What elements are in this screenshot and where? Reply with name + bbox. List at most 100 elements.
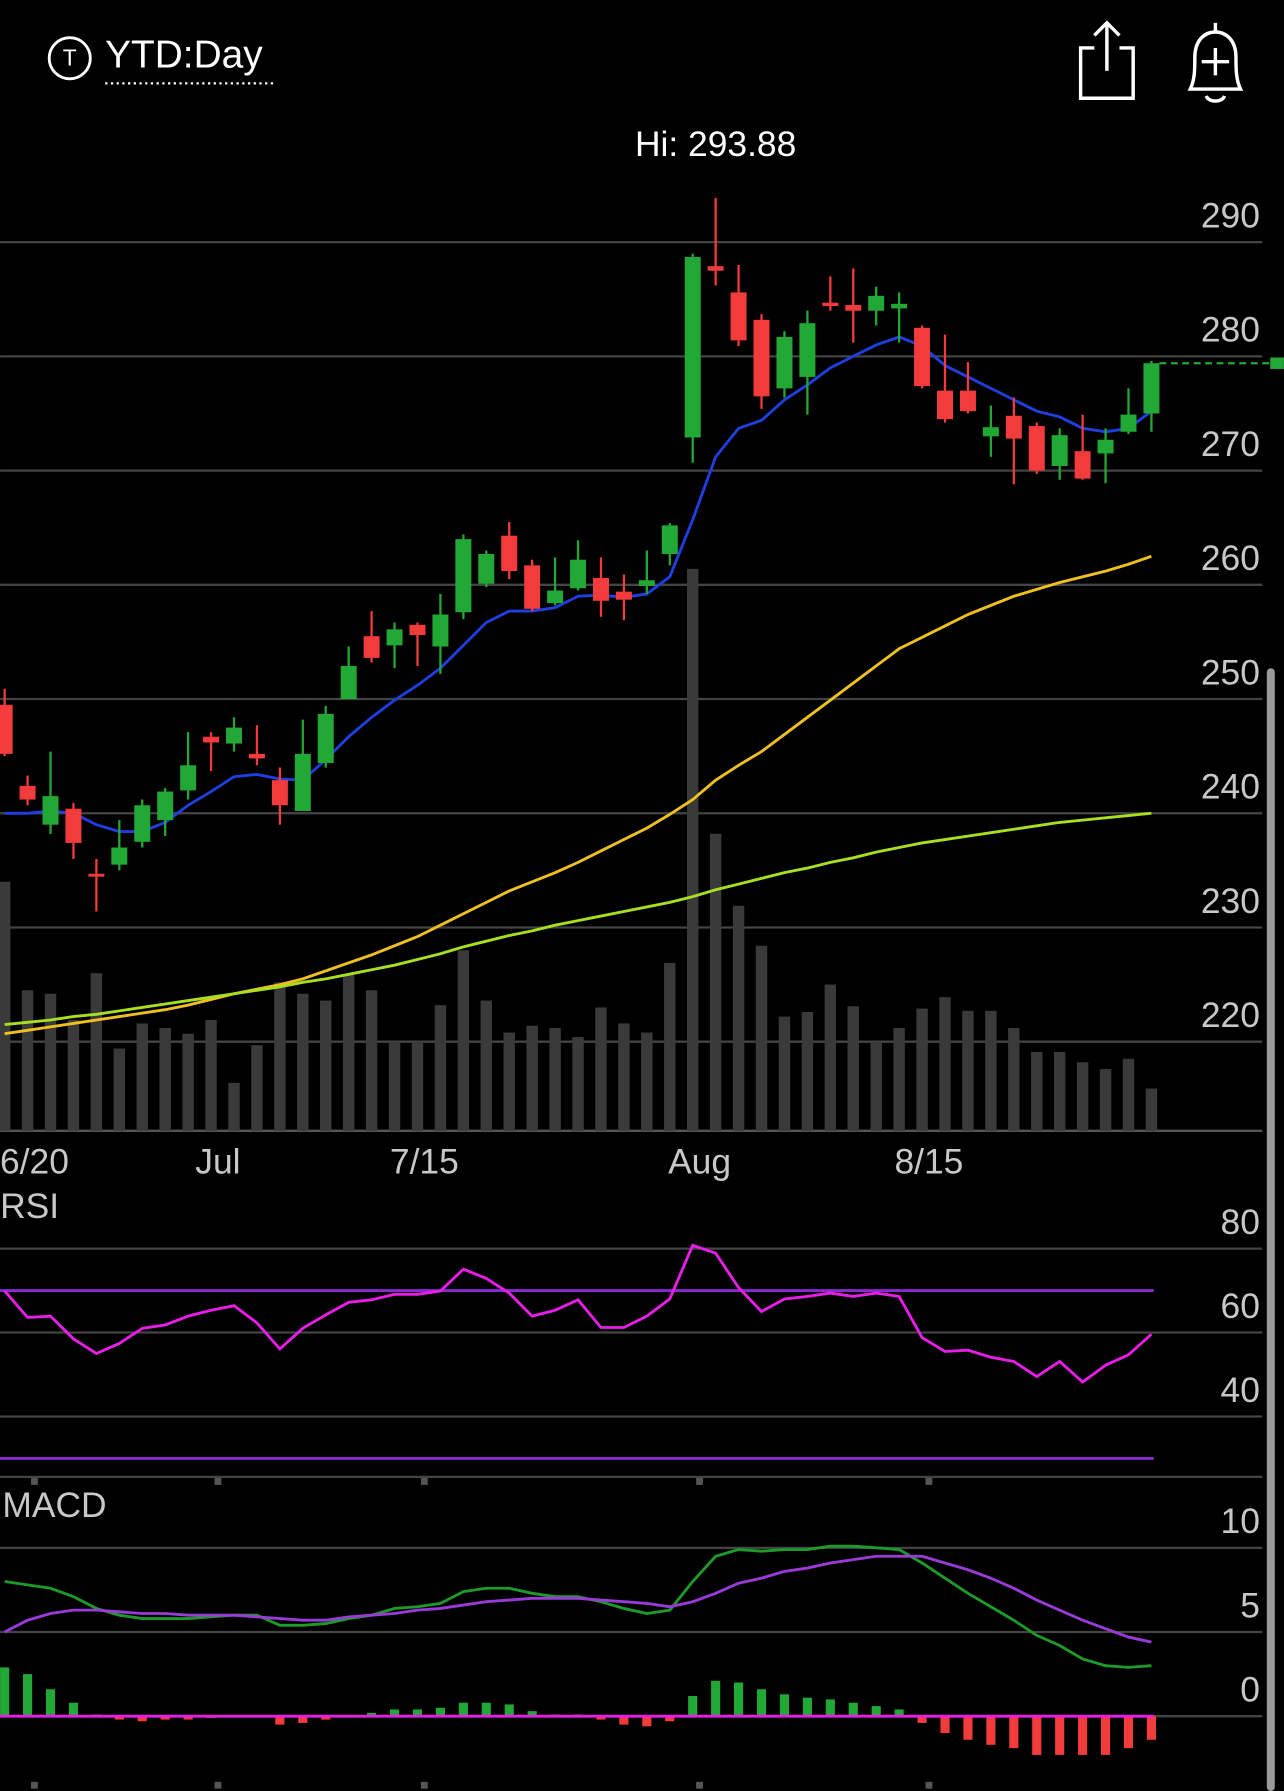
- candle-body: [524, 565, 541, 609]
- histogram-bar: [1032, 1716, 1042, 1755]
- volume-bar: [228, 1082, 240, 1131]
- bell: [1187, 30, 1244, 91]
- histogram-bar: [986, 1716, 996, 1745]
- candle-body: [88, 873, 105, 877]
- y-tick-label: 290: [1201, 196, 1260, 236]
- candle-body: [134, 805, 151, 842]
- candle-body: [776, 336, 793, 389]
- y-tick-label: 220: [1201, 995, 1260, 1035]
- scrollbar[interactable]: [1266, 668, 1275, 1791]
- candle-body: [386, 629, 403, 646]
- histogram-bar: [619, 1716, 629, 1725]
- x-tick: [696, 1478, 703, 1485]
- candle-body: [340, 665, 357, 700]
- candle-body: [432, 614, 449, 647]
- volume-bar: [274, 982, 286, 1131]
- histogram-bar: [389, 1709, 400, 1717]
- histogram-bar: [321, 1716, 331, 1720]
- panel-title: RSI: [0, 1186, 59, 1226]
- volume-bar: [113, 1048, 126, 1131]
- indicator-line: [4, 1544, 1152, 1669]
- panel-title: MACD: [2, 1485, 106, 1525]
- moving-average: [4, 811, 1152, 1026]
- histogram-bar: [0, 1667, 10, 1717]
- candle-body: [845, 304, 862, 311]
- histogram-bar: [412, 1709, 423, 1717]
- histogram-bar: [23, 1674, 33, 1717]
- histogram-bar: [1146, 1716, 1156, 1740]
- y-tick-label: 240: [1201, 767, 1260, 807]
- period-title[interactable]: YTD:Day: [105, 33, 263, 76]
- x-tick-label: 6/20: [0, 1141, 69, 1181]
- histogram-bar: [160, 1716, 170, 1720]
- candle-body: [226, 727, 242, 744]
- volume-bar: [824, 984, 837, 1131]
- volume-bar: [687, 568, 699, 1131]
- x-tick-label: Jul: [195, 1141, 240, 1181]
- histogram-bar: [711, 1680, 721, 1717]
- badge-circle: [47, 36, 92, 81]
- x-tick: [696, 1781, 703, 1789]
- candle-body: [592, 577, 609, 601]
- x-tick: [420, 1478, 428, 1485]
- candle-body: [363, 636, 380, 658]
- histogram-bar: [665, 1716, 675, 1722]
- y-tick-label: 230: [1201, 881, 1260, 921]
- histogram-bar: [756, 1689, 767, 1717]
- x-tick: [31, 1781, 38, 1789]
- volume-bar: [939, 997, 951, 1131]
- candle-body: [822, 302, 839, 307]
- y-tick-label: 260: [1201, 538, 1260, 578]
- volume-bar: [1145, 1088, 1158, 1131]
- last-price-marker: [1270, 357, 1284, 369]
- histogram-bar: [1055, 1716, 1065, 1755]
- volume-bar: [1031, 1051, 1043, 1131]
- histogram-bar: [802, 1697, 812, 1717]
- volume-bar: [549, 1027, 561, 1131]
- candle-body: [868, 295, 885, 311]
- volume-bar: [778, 1016, 791, 1131]
- candle-body: [157, 791, 174, 821]
- histogram-bar: [137, 1716, 147, 1722]
- volume-bar: [664, 962, 676, 1131]
- candle-body: [684, 256, 701, 438]
- volume-bar: [572, 1037, 584, 1131]
- y-tick-label: 270: [1201, 424, 1260, 464]
- moving-average: [4, 554, 1152, 1036]
- volume-bar: [755, 945, 768, 1131]
- candle-body: [248, 753, 265, 759]
- candle-body: [799, 323, 816, 377]
- candle-body: [730, 292, 747, 341]
- candle-body: [615, 591, 632, 600]
- volume-bar: [136, 1023, 148, 1131]
- candle-body: [501, 535, 518, 572]
- candle-body: [707, 266, 724, 271]
- x-tick: [420, 1781, 428, 1789]
- histogram-bar: [848, 1702, 858, 1717]
- volume-bar: [320, 1000, 332, 1131]
- y-tick-label: 60: [1221, 1286, 1260, 1326]
- high-annotation: Hi: 293.88: [635, 124, 796, 164]
- candle-body: [65, 808, 82, 843]
- histogram-bar: [779, 1694, 790, 1717]
- share-button[interactable]: [1078, 20, 1135, 100]
- candle-body: [0, 704, 13, 754]
- x-tick: [214, 1478, 222, 1485]
- period-selector[interactable]: T YTD:Day: [47, 33, 275, 85]
- share-box: [1078, 46, 1135, 100]
- candle-body: [753, 319, 770, 397]
- volume-bar: [159, 1027, 171, 1131]
- histogram-bar: [871, 1706, 881, 1717]
- candle-body: [937, 390, 954, 420]
- histogram-bar: [298, 1716, 308, 1723]
- volume-bar: [503, 1032, 515, 1131]
- volume-bar: [251, 1045, 263, 1131]
- candle-body: [111, 847, 128, 865]
- volume-bar: [297, 993, 309, 1131]
- candle-body: [42, 796, 59, 825]
- histogram-bar: [688, 1695, 698, 1717]
- alert-button[interactable]: [1187, 22, 1244, 103]
- candle-body: [547, 590, 564, 604]
